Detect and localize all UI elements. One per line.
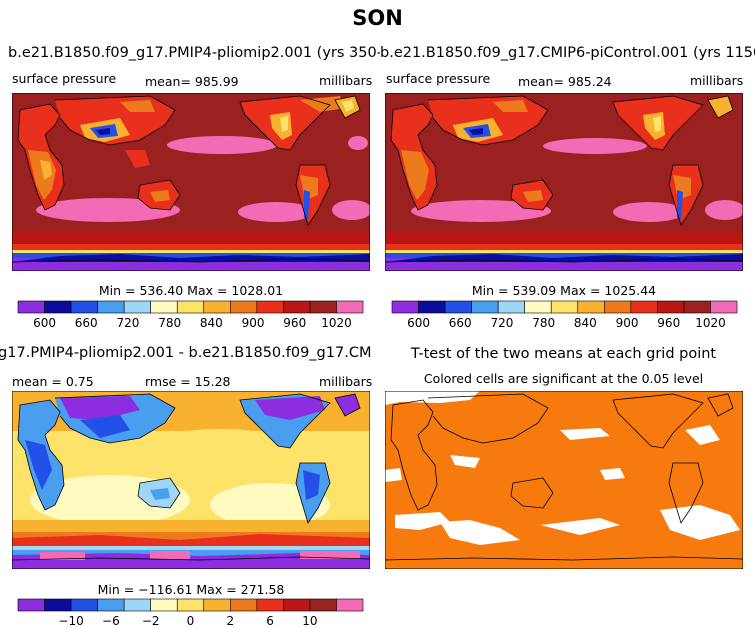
panel2-colorbar: 600 660 720 780 840 900 960 1020 <box>391 300 738 330</box>
colorbar-tick-label: −2 <box>142 614 160 628</box>
colorbar-tick-label: 2 <box>226 614 234 628</box>
panel1-units-label: millibars <box>319 73 373 88</box>
panel2-title: b.e21.B1850.f09_g17.CMIP6-piControl.001 … <box>380 45 755 61</box>
colorbar-tick-label: 1020 <box>321 316 352 330</box>
colorbar-tick-label: 720 <box>490 316 513 330</box>
colorbar-swatch <box>150 300 178 314</box>
colorbar-tick-label: 900 <box>242 316 265 330</box>
colorbar-tick-label: 780 <box>158 316 181 330</box>
panel1-mean-label: mean= 985.99 <box>145 74 239 89</box>
colorbar-swatch <box>710 300 738 314</box>
colorbar-swatch <box>203 598 231 612</box>
colorbar-swatch <box>230 300 258 314</box>
colorbar-swatch <box>17 300 45 314</box>
panel1-minmax: Min = 536.40 Max = 1028.01 <box>98 283 284 298</box>
panel3-rmse-label: rmse = 15.28 <box>145 374 231 389</box>
colorbar-swatch <box>123 300 151 314</box>
colorbar-swatch <box>471 300 499 314</box>
panel1-title: b.e21.B1850.f09_g17.PMIP4-pliomip2.001 (… <box>8 45 380 61</box>
colorbar-swatch <box>97 300 125 314</box>
panel2-variable-label: surface pressure <box>386 71 491 86</box>
colorbar-tick-label: −10 <box>58 614 83 628</box>
colorbar-tick-label: 720 <box>116 316 139 330</box>
colorbar-tick-label: 600 <box>407 316 430 330</box>
colorbar-swatch <box>418 300 446 314</box>
panel3-title: b.e21.B1850.f09_g17.PMIP4-pliomip2.001 -… <box>0 345 372 361</box>
colorbar-tick-label: 600 <box>33 316 56 330</box>
panel4-map <box>385 391 743 569</box>
colorbar-swatch <box>256 300 284 314</box>
colorbar-swatch <box>256 598 284 612</box>
panel3-mean-label: mean = 0.75 <box>12 374 94 389</box>
colorbar-swatch <box>123 598 151 612</box>
colorbar-swatch <box>497 300 525 314</box>
colorbar-swatch <box>150 598 178 612</box>
colorbar-swatch <box>444 300 472 314</box>
colorbar-swatch <box>336 300 364 314</box>
panel2-title-wrap: b.e21.B1850.f09_g17.CMIP6-piControl.001 … <box>380 45 755 65</box>
colorbar-swatch <box>176 300 205 314</box>
colorbar-tick-label: 840 <box>200 316 223 330</box>
panel1-colorbar: 600 660 720 780 840 900 960 1020 <box>17 300 364 330</box>
panel3-units-label: millibars <box>319 374 373 389</box>
colorbar-swatch <box>97 598 125 612</box>
figure-title: SON <box>352 6 403 30</box>
colorbar-swatch <box>70 300 98 314</box>
panel2-map <box>385 93 743 271</box>
colorbar-tick-label: 6 <box>266 614 274 628</box>
colorbar-swatch <box>391 300 419 314</box>
panel3-minmax: Min = −116.61 Max = 271.58 <box>97 582 285 597</box>
colorbar-swatch <box>283 598 311 612</box>
colorbar-swatch <box>203 300 231 314</box>
colorbar-swatch <box>283 300 311 314</box>
colorbar-swatch <box>44 598 72 612</box>
colorbar-tick-label: 660 <box>449 316 472 330</box>
colorbar-tick-label: 1020 <box>695 316 726 330</box>
colorbar-swatch <box>630 300 658 314</box>
colorbar-swatch <box>176 598 205 612</box>
colorbar-swatch <box>604 300 632 314</box>
colorbar-swatch <box>577 300 605 314</box>
panel3-colorbar: −10 −6 −2 0 2 6 10 <box>17 598 364 628</box>
colorbar-tick-label: −6 <box>102 614 120 628</box>
colorbar-swatch <box>336 598 364 612</box>
colorbar-swatch <box>17 598 45 612</box>
panel4-title: T-test of the two means at each grid poi… <box>410 346 717 362</box>
panel2-minmax: Min = 539.09 Max = 1025.44 <box>471 283 657 298</box>
colorbar-swatch <box>309 598 337 612</box>
colorbar-swatch <box>524 300 552 314</box>
panel3-title-wrap: b.e21.B1850.f09_g17.PMIP4-pliomip2.001 -… <box>0 345 372 365</box>
colorbar-swatch <box>309 300 337 314</box>
panel3-map <box>12 391 370 569</box>
colorbar-swatch <box>230 598 258 612</box>
panel4-subtitle: Colored cells are significant at the 0.0… <box>423 371 704 386</box>
colorbar-swatch <box>70 598 98 612</box>
colorbar-swatch <box>683 300 711 314</box>
panel1-variable-label: surface pressure <box>12 71 117 86</box>
colorbar-swatch <box>657 300 685 314</box>
panel2-units-label: millibars <box>690 73 744 88</box>
panel2-mean-label: mean= 985.24 <box>518 74 612 89</box>
colorbar-tick-label: 900 <box>616 316 639 330</box>
colorbar-tick-label: 960 <box>283 316 306 330</box>
panel1-title-wrap: b.e21.B1850.f09_g17.PMIP4-pliomip2.001 (… <box>0 45 380 65</box>
colorbar-tick-label: 780 <box>532 316 555 330</box>
colorbar-tick-label: 0 <box>187 614 195 628</box>
panel1-map <box>12 93 370 271</box>
colorbar-swatch <box>44 300 72 314</box>
colorbar-swatch <box>550 300 579 314</box>
colorbar-tick-label: 10 <box>302 614 317 628</box>
colorbar-tick-label: 660 <box>75 316 98 330</box>
colorbar-tick-label: 960 <box>657 316 680 330</box>
colorbar-tick-label: 840 <box>574 316 597 330</box>
